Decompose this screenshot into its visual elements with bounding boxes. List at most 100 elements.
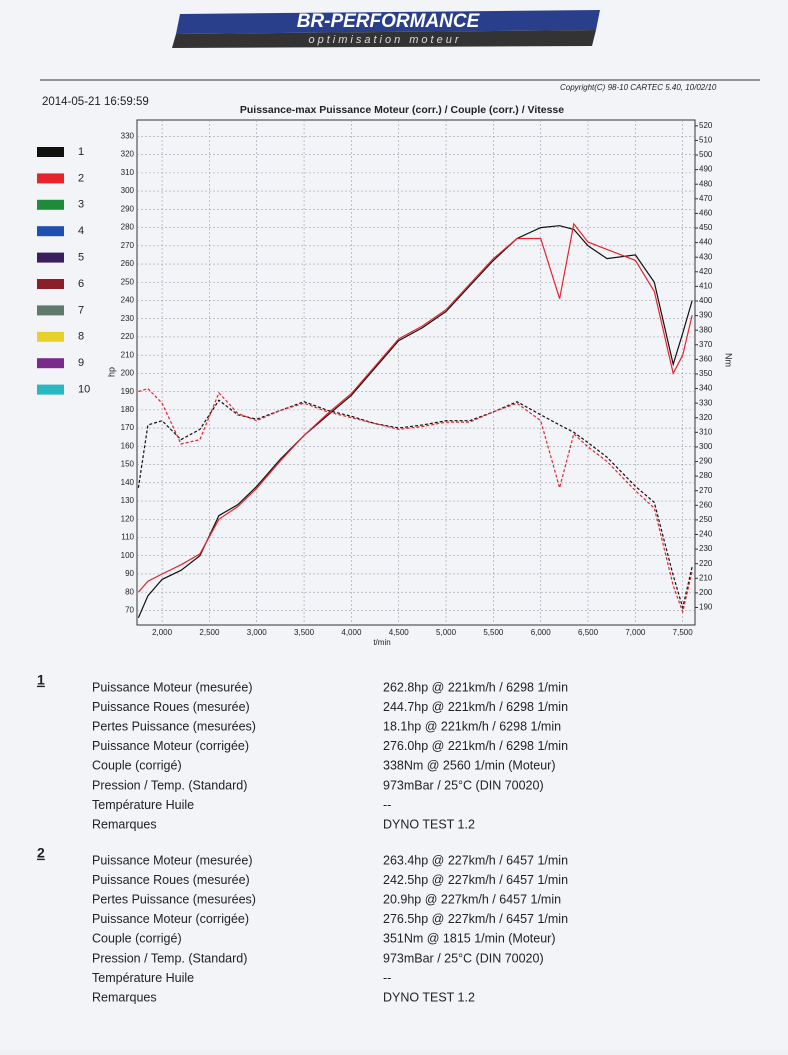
y2-tick-label: 330 — [699, 398, 713, 407]
result-label: Température Huile — [92, 798, 194, 812]
legend-label: 7 — [78, 304, 84, 316]
legend-swatch — [37, 173, 64, 184]
power-line — [137, 222, 693, 593]
y-tick-label: 90 — [125, 569, 134, 578]
y-tick-label: 130 — [121, 496, 135, 505]
legend-label: 5 — [78, 252, 84, 264]
y-tick-label: 190 — [121, 387, 135, 396]
x-tick-label: 3,000 — [247, 628, 268, 637]
y2-tick-label: 520 — [699, 121, 713, 130]
y2-tick-label: 300 — [699, 442, 713, 451]
run-label: 2 — [37, 845, 45, 861]
y-tick-label: 240 — [121, 296, 135, 305]
y2-tick-label: 400 — [699, 296, 713, 305]
result-label: Puissance Moteur (mesurée) — [92, 853, 252, 867]
y2-tick-label: 370 — [699, 340, 713, 349]
y-tick-label: 260 — [121, 259, 135, 268]
legend-swatch — [37, 384, 64, 395]
y2-tick-label: 250 — [699, 515, 713, 524]
result-value: DYNO TEST 1.2 — [383, 990, 475, 1004]
y-tick-label: 230 — [121, 314, 135, 323]
result-value: 244.7hp @ 221km/h / 6298 1/min — [383, 700, 568, 714]
legend-swatch — [37, 358, 64, 369]
result-value: 276.5hp @ 227km/h / 6457 1/min — [383, 912, 568, 926]
y2-tick-label: 420 — [699, 267, 713, 276]
y2-tick-label: 320 — [699, 413, 713, 422]
legend-swatch — [37, 199, 64, 210]
y2-tick-label: 430 — [699, 252, 713, 261]
x-tick-label: 2,000 — [152, 628, 173, 637]
y2-tick-label: 340 — [699, 384, 713, 393]
result-label: Puissance Roues (mesurée) — [92, 873, 250, 887]
legend-label: 2 — [78, 172, 84, 184]
y2-tick-label: 450 — [699, 223, 713, 232]
y-axis-label: hp — [106, 367, 116, 377]
result-value: 20.9hp @ 227km/h / 6457 1/min — [383, 892, 561, 906]
y-tick-label: 120 — [121, 514, 135, 523]
result-value: DYNO TEST 1.2 — [383, 817, 475, 831]
legend-label: 1 — [78, 146, 84, 158]
y2-tick-label: 280 — [699, 471, 713, 480]
legend-swatch — [37, 147, 64, 157]
x-tick-label: 6,000 — [531, 628, 552, 637]
logo: BR-PERFORMANCE optimisation moteur — [172, 10, 600, 48]
legend-swatch — [37, 331, 64, 342]
result-value: 18.1hp @ 221km/h / 6298 1/min — [383, 719, 561, 733]
torque-line — [137, 399, 693, 610]
y2-tick-label: 210 — [699, 573, 713, 582]
result-label: Puissance Roues (mesurée) — [92, 700, 250, 714]
y2-tick-label: 410 — [699, 281, 713, 290]
y-tick-label: 300 — [121, 186, 135, 195]
y-tick-label: 180 — [121, 405, 135, 414]
legend-swatch — [37, 252, 64, 263]
y2-tick-label: 190 — [699, 603, 713, 612]
x-tick-label: 2,500 — [199, 628, 220, 637]
x-tick-label: 3,500 — [294, 628, 315, 637]
x-tick-label: 5,500 — [483, 628, 504, 637]
y2-tick-label: 510 — [699, 136, 713, 145]
result-label: Puissance Moteur (corrigée) — [92, 912, 249, 926]
result-label: Couple (corrigé) — [92, 759, 182, 773]
x-tick-label: 7,000 — [625, 628, 646, 637]
result-value: 242.5hp @ 227km/h / 6457 1/min — [383, 873, 568, 887]
power-line — [137, 225, 693, 618]
tagline: optimisation moteur — [309, 34, 462, 46]
y2-tick-label: 380 — [699, 325, 713, 334]
run-label: 1 — [37, 672, 45, 688]
x-tick-label: 6,500 — [578, 628, 599, 637]
y2-tick-label: 310 — [699, 427, 713, 436]
y-tick-label: 80 — [125, 587, 134, 596]
result-label: Puissance Moteur (mesurée) — [92, 680, 252, 694]
y2-axis-label: Nm — [724, 353, 734, 367]
y2-tick-label: 220 — [699, 559, 713, 568]
date: 2014-05-21 16:59:59 — [42, 96, 149, 108]
y-tick-label: 330 — [121, 132, 135, 141]
result-label: Puissance Moteur (corrigée) — [92, 739, 249, 753]
y2-tick-label: 440 — [699, 238, 713, 247]
logo-band — [176, 10, 600, 34]
legend-label: 10 — [78, 384, 90, 396]
y-tick-label: 200 — [121, 369, 135, 378]
result-value: -- — [383, 971, 391, 985]
x-tick-label: 4,000 — [341, 628, 362, 637]
legend-swatch — [37, 226, 64, 237]
legend-swatch — [37, 305, 64, 316]
y-tick-label: 320 — [121, 150, 135, 159]
copyright: Copyright(C) 98-10 CARTEC 5.40, 10/02/10 — [560, 83, 717, 92]
result-value: -- — [383, 798, 391, 812]
result-value: 973mBar / 25°C (DIN 70020) — [383, 778, 544, 792]
y-tick-label: 270 — [121, 241, 135, 250]
result-value: 973mBar / 25°C (DIN 70020) — [383, 951, 544, 965]
y2-tick-label: 260 — [699, 500, 713, 509]
result-label: Remarques — [92, 817, 157, 831]
y-tick-label: 250 — [121, 277, 135, 286]
y2-tick-label: 290 — [699, 457, 713, 466]
y2-tick-label: 350 — [699, 369, 713, 378]
legend-label: 8 — [78, 331, 84, 343]
y2-tick-label: 270 — [699, 486, 713, 495]
result-value: 262.8hp @ 221km/h / 6298 1/min — [383, 680, 568, 694]
y2-tick-label: 230 — [699, 544, 713, 553]
